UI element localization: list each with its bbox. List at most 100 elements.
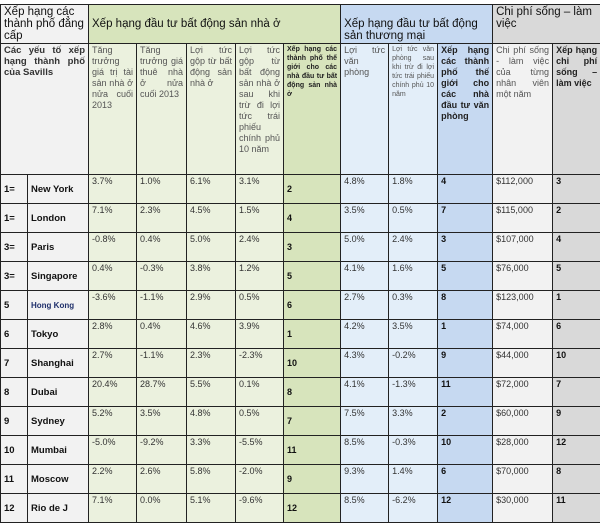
cell-home-value-growth: 7.1% — [89, 204, 137, 233]
cell-office-rank: 3 — [438, 233, 493, 262]
cell-residential-rank: 7 — [284, 407, 341, 436]
cell-city: Mumbai — [28, 436, 89, 465]
column-header-residential-yield-spread: Lợi tức gộp từ bất động sản nhà ở sau kh… — [236, 44, 284, 175]
column-header-residential-yield: Lợi tức gộp từ bất động sản nhà ở — [187, 44, 236, 175]
cell-city: Dubai — [28, 378, 89, 407]
cell-residential-yield: 5.1% — [187, 494, 236, 523]
cell-residential-yield: 5.0% — [187, 233, 236, 262]
cell-home-value-growth: 2.7% — [89, 349, 137, 378]
cell-rent-growth: 3.5% — [137, 407, 187, 436]
cell-living-cost: $30,000 — [493, 494, 553, 523]
cell-residential-yield-spread: -5.5% — [236, 436, 284, 465]
cell-residential-rank: 9 — [284, 465, 341, 494]
cell-rent-growth: 0.4% — [137, 233, 187, 262]
cell-home-value-growth: -3.6% — [89, 291, 137, 320]
cell-home-value-growth: 20.4% — [89, 378, 137, 407]
cell-home-value-growth: 7.1% — [89, 494, 137, 523]
cell-living-cost-rank: 6 — [553, 320, 600, 349]
cell-home-value-growth: 2.2% — [89, 465, 137, 494]
cell-office-yield: 2.7% — [341, 291, 389, 320]
cell-office-rank: 1 — [438, 320, 493, 349]
cell-office-rank: 10 — [438, 436, 493, 465]
cell-residential-yield: 3.3% — [187, 436, 236, 465]
cell-residential-yield: 4.8% — [187, 407, 236, 436]
cell-office-yield-spread: -1.3% — [389, 378, 438, 407]
cell-residential-yield: 4.6% — [187, 320, 236, 349]
cell-home-value-growth: -0.8% — [89, 233, 137, 262]
cell-residential-rank: 4 — [284, 204, 341, 233]
cell-rank: 3= — [1, 233, 28, 262]
cell-residential-yield: 5.8% — [187, 465, 236, 494]
cell-residential-rank: 3 — [284, 233, 341, 262]
cell-living-cost: $123,000 — [493, 291, 553, 320]
cell-office-rank: 7 — [438, 204, 493, 233]
cell-residential-rank: 11 — [284, 436, 341, 465]
cell-city: Shanghai — [28, 349, 89, 378]
column-header-home-value-growth: Tăng trưởng giá trị tài sản nhà ở nửa cu… — [89, 44, 137, 175]
cell-office-rank: 4 — [438, 175, 493, 204]
cell-residential-yield-spread: 1.2% — [236, 262, 284, 291]
cell-residential-yield-spread: 3.9% — [236, 320, 284, 349]
cell-home-value-growth: -5.0% — [89, 436, 137, 465]
cell-residential-yield-spread: 2.4% — [236, 233, 284, 262]
cell-rent-growth: 1.0% — [137, 175, 187, 204]
cell-rank: 3= — [1, 262, 28, 291]
cell-rent-growth: -1.1% — [137, 291, 187, 320]
cell-office-yield: 3.5% — [341, 204, 389, 233]
cell-residential-yield-spread: -2.3% — [236, 349, 284, 378]
column-header-living-cost-rank: Xếp hạng chi phí sống – làm việc — [553, 44, 600, 175]
cell-office-yield: 5.0% — [341, 233, 389, 262]
cell-living-cost: $60,000 — [493, 407, 553, 436]
cell-living-cost-rank: 3 — [553, 175, 600, 204]
cell-living-cost-rank: 4 — [553, 233, 600, 262]
cell-office-yield: 8.5% — [341, 436, 389, 465]
cell-office-yield: 7.5% — [341, 407, 389, 436]
column-header-office-yield-spread: Lợi tức văn phòng sau khi trừ đi lợi tức… — [389, 44, 438, 175]
cell-living-cost-rank: 7 — [553, 378, 600, 407]
group-header-residential: Xếp hạng đầu tư bất động sản nhà ở — [89, 5, 341, 44]
cell-home-value-growth: 0.4% — [89, 262, 137, 291]
column-header-row: Các yếu tố xếp hạng thành phố của Savill… — [1, 44, 600, 175]
cell-residential-rank: 2 — [284, 175, 341, 204]
cell-office-yield-spread: 1.8% — [389, 175, 438, 204]
cell-living-cost-rank: 10 — [553, 349, 600, 378]
cell-residential-rank: 6 — [284, 291, 341, 320]
cell-office-yield-spread: 2.4% — [389, 233, 438, 262]
column-header-office-rank: Xếp hạng các thành phố thế giới cho các … — [438, 44, 493, 175]
column-header-living-cost: Chi phí sống - làm việc của từng nhân vi… — [493, 44, 553, 175]
cell-residential-yield-spread: 0.5% — [236, 407, 284, 436]
cell-office-yield-spread: 1.4% — [389, 465, 438, 494]
cell-city: Moscow — [28, 465, 89, 494]
cell-rent-growth: 2.3% — [137, 204, 187, 233]
cell-rank: 6 — [1, 320, 28, 349]
cell-office-yield: 9.3% — [341, 465, 389, 494]
cell-living-cost-rank: 5 — [553, 262, 600, 291]
cell-rent-growth: -0.3% — [137, 262, 187, 291]
cell-rent-growth: 2.6% — [137, 465, 187, 494]
cell-office-yield-spread: 0.5% — [389, 204, 438, 233]
cell-residential-rank: 1 — [284, 320, 341, 349]
cell-rank: 12 — [1, 494, 28, 523]
cell-living-cost-rank: 11 — [553, 494, 600, 523]
cell-office-yield: 4.2% — [341, 320, 389, 349]
cell-rent-growth: -9.2% — [137, 436, 187, 465]
cell-living-cost-rank: 2 — [553, 204, 600, 233]
city-ranking-table: Xếp hạng các thành phố đẳng cấp Xếp hạng… — [0, 4, 600, 523]
cell-living-cost-rank: 8 — [553, 465, 600, 494]
cell-residential-yield-spread: -2.0% — [236, 465, 284, 494]
cell-residential-rank: 8 — [284, 378, 341, 407]
cell-residential-yield: 2.9% — [187, 291, 236, 320]
cell-rank: 9 — [1, 407, 28, 436]
cell-home-value-growth: 5.2% — [89, 407, 137, 436]
cell-city: Hong Kong — [28, 291, 89, 320]
cell-office-yield-spread: 1.6% — [389, 262, 438, 291]
cell-city: London — [28, 204, 89, 233]
column-header-office-yield: Lợi tức văn phòng — [341, 44, 389, 175]
cell-residential-yield-spread: 0.1% — [236, 378, 284, 407]
